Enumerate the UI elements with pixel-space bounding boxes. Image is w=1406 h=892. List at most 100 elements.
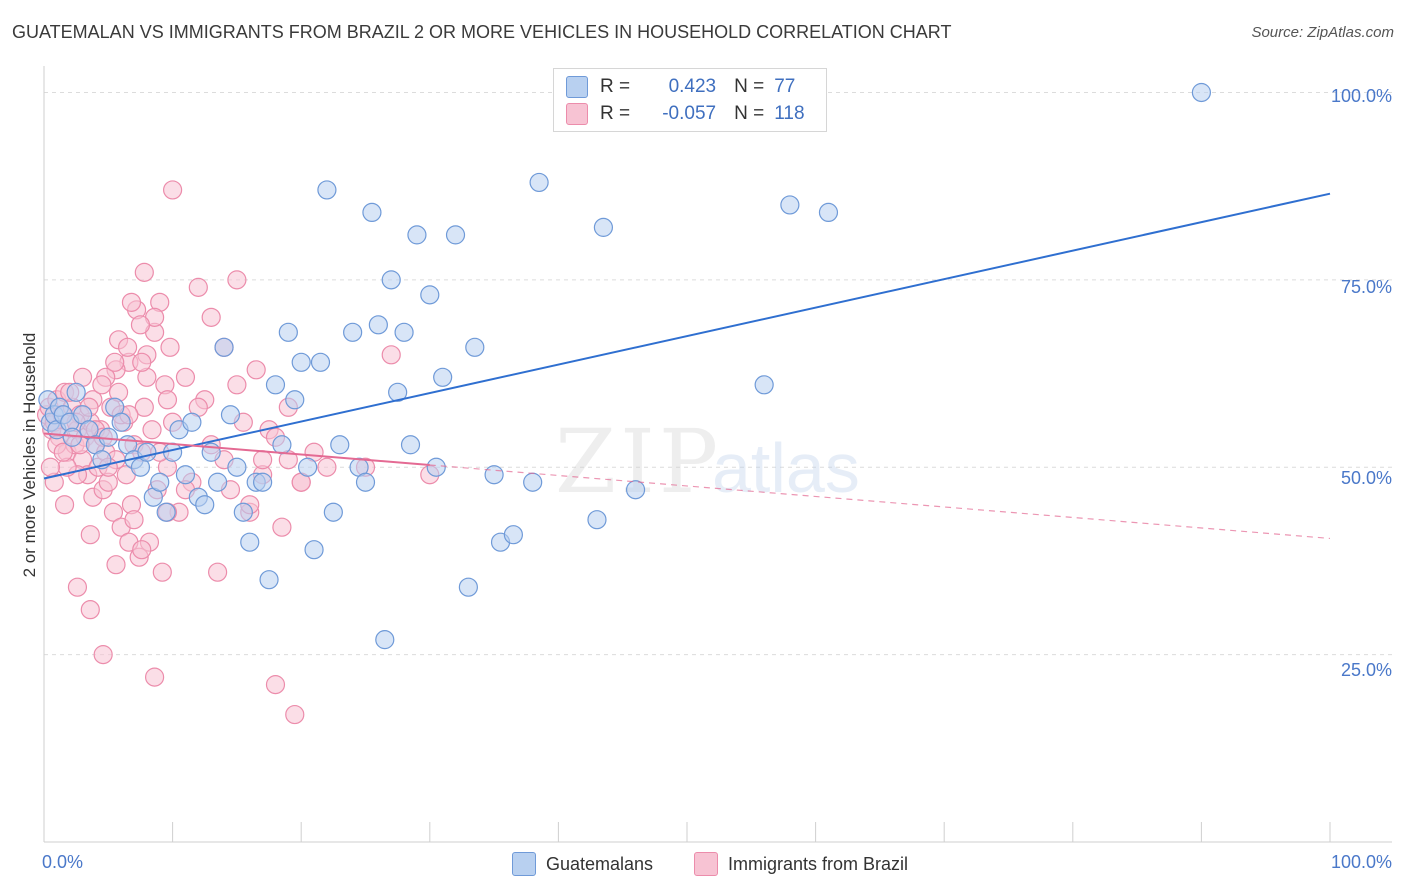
stats-n-value: 77 [774,76,796,97]
data-point [54,495,75,515]
data-point [368,315,388,335]
y-tick-25: 25.0% [1340,660,1392,680]
stats-swatch-blue [566,76,588,98]
data-point [355,472,376,492]
data-point [156,502,176,522]
data-point [818,202,839,223]
chart-title: GUATEMALAN VS IMMIGRANTS FROM BRAZIL 2 O… [12,22,952,42]
stats-row-guatemalans: R = 0.423 N = 77 [566,75,795,99]
data-point [175,367,196,387]
y-tick-75: 75.0% [1340,277,1392,297]
data-point [381,270,401,290]
data-point [227,270,247,290]
data-point [625,480,646,500]
legend-swatch-pink [694,852,718,876]
data-point [503,525,523,545]
legend-item-guatemalans[interactable]: Guatemalans [512,852,653,876]
data-point [163,180,183,200]
y-axis-label: 2 or more Vehicles in Household [20,332,39,578]
data-point [134,262,154,282]
data-point [130,315,151,335]
legend-label: Immigrants from Brazil [728,853,909,874]
data-point [426,457,446,477]
data-point [137,442,157,462]
data-point [458,577,478,597]
data-point [1191,82,1212,103]
data-point [465,337,485,357]
source-credit: Source: ZipAtlas.com [1251,24,1394,41]
data-point [317,180,337,200]
legend-item-brazil[interactable]: Immigrants from Brazil [694,852,908,876]
y-tick-50: 50.0% [1340,468,1392,488]
data-point [265,375,286,395]
stats-swatch-pink [566,103,588,125]
data-point [214,337,234,357]
data-point [66,382,86,402]
data-point [150,472,170,492]
data-point [152,562,172,582]
data-point [80,600,100,620]
data-point [253,450,273,470]
data-point [201,307,221,327]
data-point [142,420,162,440]
data-point [182,412,202,432]
data-point [394,322,414,342]
data-point [310,352,331,372]
data-point [208,472,228,492]
data-point [285,704,305,725]
data-point [259,570,279,590]
data-point [362,202,382,223]
data-point [529,172,549,193]
data-point [117,337,138,357]
data-point [132,540,152,560]
x-tick-min: 0.0% [42,852,84,872]
data-point [40,457,61,477]
data-point [157,390,178,410]
data-point [93,645,113,665]
data-point [188,277,208,297]
data-point [111,412,131,432]
stats-r-value: 0.423 [668,76,717,97]
data-point [132,352,152,372]
data-point [121,292,142,312]
data-point [278,322,298,342]
data-point [67,577,88,597]
data-point [246,360,266,380]
data-point [484,465,504,485]
series-guatemalans-points [38,82,1212,650]
data-point [175,465,196,485]
data-point [407,225,427,245]
stats-r-label: R = [600,76,631,97]
data-point [593,217,614,237]
watermark: ZIP atlas [555,410,860,513]
data-point [134,397,154,417]
legend-label: Guatemalans [546,853,654,874]
data-point [400,435,421,455]
trend-line-brazil-solid [43,432,430,466]
data-point [53,442,73,462]
data-point [103,502,124,522]
y-tick-100: 100.0% [1330,86,1392,106]
data-point [92,375,112,395]
data-point [160,337,180,357]
data-point [208,562,228,582]
data-point [195,495,215,515]
data-point [780,195,800,215]
data-point [388,382,408,402]
data-point [285,390,305,410]
stats-n-label: N = [734,76,765,97]
legend-swatch-blue [512,852,536,876]
data-point [124,510,144,530]
data-point [323,502,343,522]
data-point [233,502,253,522]
data-point [298,457,318,477]
trend-line-brazil-dashed [429,464,1331,540]
gridlines [44,91,1392,656]
trend-lines [43,192,1331,540]
data-point [144,667,165,687]
data-point [523,472,543,492]
data-point [106,555,126,575]
data-point [433,367,453,387]
data-point [304,540,324,560]
